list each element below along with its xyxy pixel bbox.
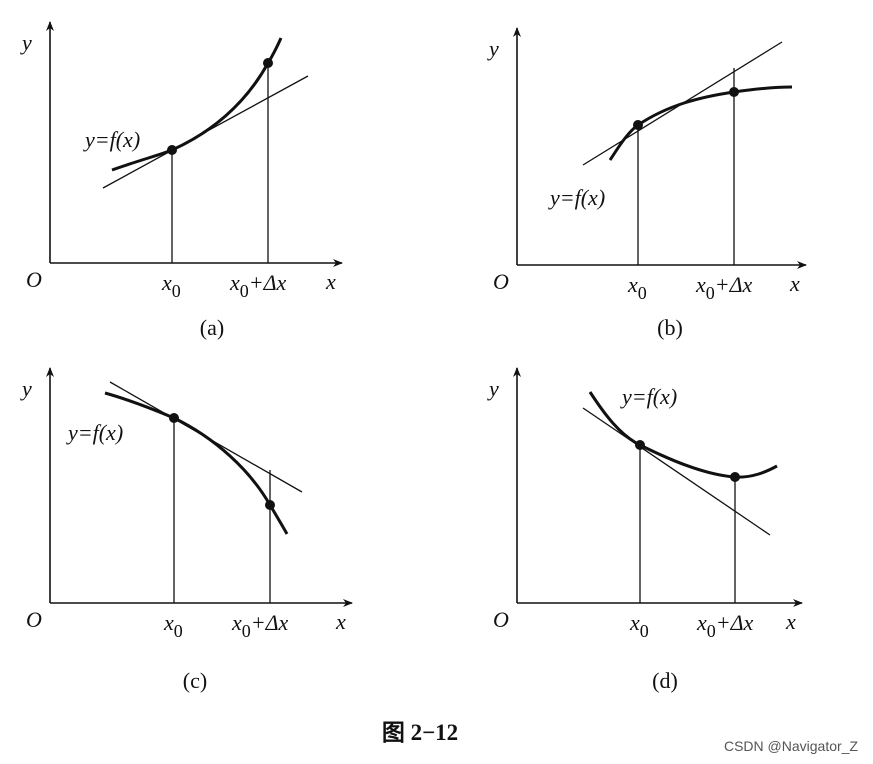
- point: [169, 413, 179, 423]
- x-axis-label: x: [785, 609, 796, 634]
- x1-base: x: [696, 610, 707, 635]
- tangent-line: [582, 407, 771, 536]
- panels: yxO x0 x0+Δxy=f(x)(a)yxO x0 x0+Δxy=f(x)(b)yx…: [20, 21, 807, 693]
- x0-label: x0: [161, 270, 181, 301]
- y-axis-label: y: [20, 30, 32, 55]
- caption: 图 2−12: [382, 720, 458, 745]
- y-axis-label: y: [20, 376, 32, 401]
- x0-label: x0: [627, 272, 647, 303]
- x-axis-label: x: [789, 271, 800, 296]
- x0-base: x: [163, 610, 174, 635]
- panel: yxO x0 x0+Δxy=f(x)(b): [487, 27, 807, 340]
- point: [635, 440, 645, 450]
- point: [729, 87, 739, 97]
- x1-delta: +Δx: [251, 610, 289, 635]
- x-axis-label: x: [325, 269, 336, 294]
- x0-label: x0: [163, 610, 183, 641]
- x1-label: x0+Δx: [231, 610, 289, 641]
- x0-base: x: [627, 272, 638, 297]
- x1-sub: 0: [240, 281, 249, 301]
- x0-base: x: [161, 270, 172, 295]
- point: [730, 472, 740, 482]
- origin-label: O: [493, 607, 509, 632]
- point: [265, 500, 275, 510]
- panel-label: (d): [652, 668, 678, 693]
- x0-sub: 0: [172, 281, 181, 301]
- x1-base: x: [695, 272, 706, 297]
- x0-sub: 0: [638, 283, 647, 303]
- panel-label: (a): [200, 315, 224, 340]
- panel: yxO x0 x0+Δxy=f(x)(c): [20, 367, 353, 693]
- x1-label: x0+Δx: [695, 272, 753, 303]
- point: [263, 58, 273, 68]
- watermark: CSDN @Navigator_Z: [724, 738, 858, 754]
- x0-sub: 0: [174, 621, 183, 641]
- x0-sub: 0: [640, 621, 649, 641]
- x1-sub: 0: [707, 621, 716, 641]
- curve: [104, 391, 289, 535]
- x1-label: x0+Δx: [696, 610, 754, 641]
- curve: [111, 37, 283, 172]
- point: [167, 145, 177, 155]
- curve-label: y=f(x): [83, 127, 140, 152]
- x1-delta: +Δx: [716, 610, 754, 635]
- x1-base: x: [231, 610, 242, 635]
- point: [633, 120, 643, 130]
- origin-label: O: [26, 607, 42, 632]
- curve-label: y=f(x): [548, 185, 605, 210]
- x-axis-label: x: [335, 609, 346, 634]
- x1-delta: +Δx: [249, 270, 287, 295]
- panel-label: (b): [657, 315, 683, 340]
- y-axis-label: y: [487, 376, 499, 401]
- panel: yxO x0 x0+Δxy=f(x)(d): [487, 367, 803, 693]
- curve-label: y=f(x): [66, 420, 123, 445]
- panel: yxO x0 x0+Δxy=f(x)(a): [20, 21, 343, 340]
- x1-base: x: [229, 270, 240, 295]
- curve-label: y=f(x): [620, 384, 677, 409]
- panel-label: (c): [183, 668, 207, 693]
- origin-label: O: [493, 269, 509, 294]
- x1-label: x0+Δx: [229, 270, 287, 301]
- x0-label: x0: [629, 610, 649, 641]
- x1-delta: +Δx: [715, 272, 753, 297]
- y-axis-label: y: [487, 36, 499, 61]
- x0-base: x: [629, 610, 640, 635]
- curve: [608, 85, 793, 161]
- x1-sub: 0: [706, 283, 715, 303]
- curve: [588, 391, 778, 479]
- x1-sub: 0: [242, 621, 251, 641]
- origin-label: O: [26, 267, 42, 292]
